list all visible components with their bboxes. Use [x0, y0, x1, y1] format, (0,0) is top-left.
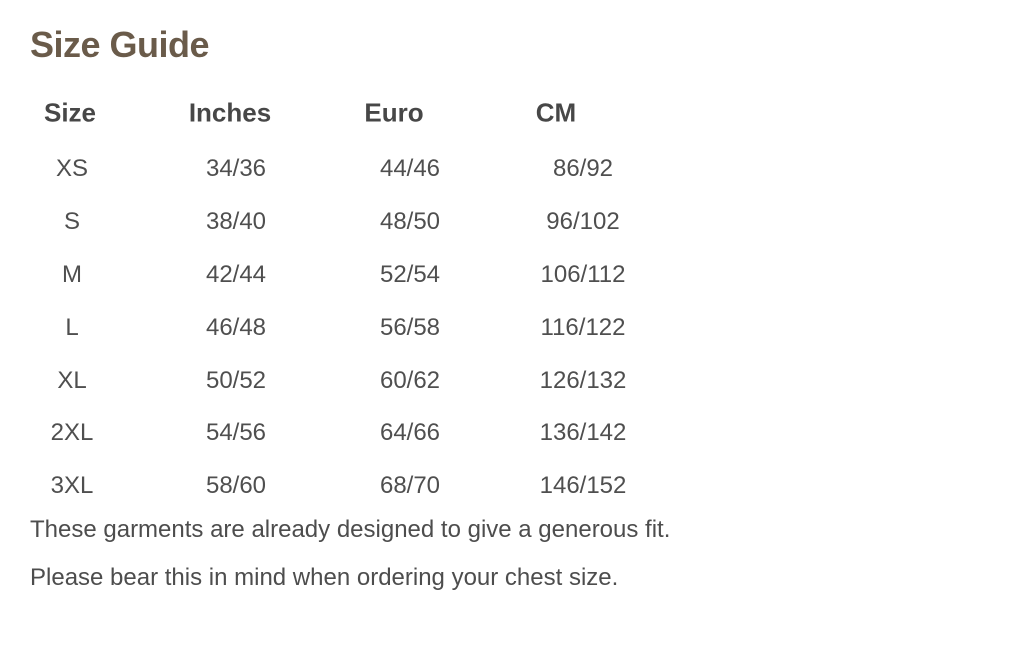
cell-cm: 126/132 — [539, 366, 627, 394]
table-header-row: Size Inches Euro CM — [0, 86, 1024, 139]
cell-inches: 50/52 — [205, 366, 267, 394]
cell-inches: 58/60 — [205, 472, 267, 500]
cell-cm: 146/152 — [539, 472, 627, 500]
cell-size: XS — [55, 155, 89, 183]
table-row: 2XL 54/56 64/66 136/142 — [0, 407, 1024, 460]
cell-euro: 68/70 — [379, 472, 441, 500]
cell-size: 3XL — [50, 472, 94, 500]
cell-euro: 44/46 — [379, 155, 441, 183]
cell-cm: 106/112 — [540, 260, 626, 288]
cell-inches: 42/44 — [205, 260, 267, 288]
column-header-size: Size — [43, 97, 97, 127]
fit-note: These garments are already designed to g… — [30, 516, 671, 543]
cell-cm: 86/92 — [552, 155, 614, 183]
cell-inches: 34/36 — [205, 155, 267, 183]
cell-size: S — [63, 208, 81, 236]
table-row: XS 34/36 44/46 86/92 — [0, 143, 1024, 196]
cell-inches: 46/48 — [205, 313, 267, 341]
cell-size: 2XL — [50, 419, 94, 447]
table-row: L 46/48 56/58 116/122 — [0, 301, 1024, 354]
cell-size: L — [65, 313, 79, 341]
cell-inches: 38/40 — [205, 208, 267, 236]
cell-euro: 48/50 — [379, 208, 441, 236]
cell-cm: 136/142 — [539, 419, 627, 447]
cell-euro: 64/66 — [379, 419, 441, 447]
page-title: Size Guide — [30, 24, 210, 65]
ordering-note: Please bear this in mind when ordering y… — [30, 564, 619, 591]
cell-cm: 116/122 — [540, 313, 626, 341]
column-header-cm: CM — [535, 97, 577, 127]
cell-inches: 54/56 — [205, 419, 267, 447]
table-row: M 42/44 52/54 106/112 — [0, 249, 1024, 302]
cell-size: XL — [57, 366, 87, 394]
cell-euro: 56/58 — [379, 313, 441, 341]
table-row: S 38/40 48/50 96/102 — [0, 196, 1024, 249]
cell-euro: 52/54 — [379, 260, 441, 288]
table-row: 3XL 58/60 68/70 146/152 — [0, 460, 1024, 513]
cell-cm: 96/102 — [546, 208, 620, 236]
column-header-euro: Euro — [364, 97, 424, 127]
table-row: XL 50/52 60/62 126/132 — [0, 354, 1024, 407]
cell-size: M — [62, 260, 82, 288]
column-header-inches: Inches — [188, 97, 272, 127]
cell-euro: 60/62 — [379, 366, 441, 394]
size-guide-table: Size Inches Euro CM XS 34/36 44/46 86/92… — [0, 86, 1024, 513]
